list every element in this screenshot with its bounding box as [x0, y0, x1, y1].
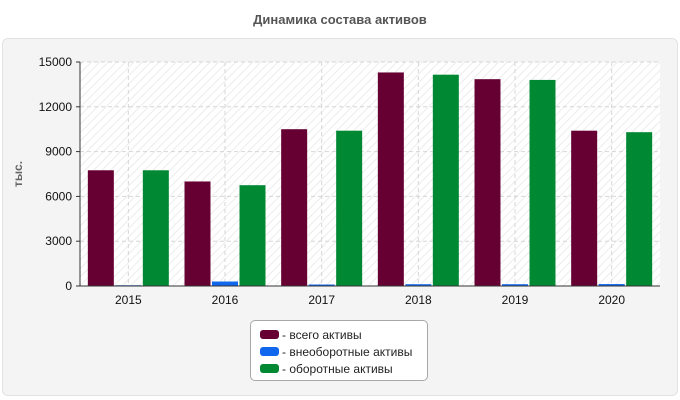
bar-total-2017: [281, 129, 308, 286]
bar-noncurrent-2016: [212, 281, 238, 286]
bar-total-2016: [184, 181, 211, 286]
bar-noncurrent-2017: [308, 284, 335, 286]
legend-swatch-total: [260, 330, 279, 339]
y-tick-label: 3000: [45, 234, 72, 248]
legend-label-current: - оборотные активы: [282, 361, 393, 376]
bar-current-2018: [432, 74, 459, 287]
bar-current-2017: [336, 130, 363, 286]
x-tick-label: 2018: [405, 293, 432, 307]
bar-noncurrent-2020: [598, 284, 625, 286]
legend-item-total: - всего активы: [251, 326, 427, 343]
y-tick-label: 0: [65, 279, 72, 293]
legend-label-total: - всего активы: [282, 327, 362, 342]
legend-swatch-noncurrent: [260, 347, 279, 356]
bar-noncurrent-2018: [405, 284, 432, 286]
bar-total-2020: [571, 130, 598, 286]
x-tick-label: 2020: [598, 293, 625, 307]
bar-total-2018: [377, 72, 404, 286]
legend: - всего активы - внеоборотные активы - о…: [250, 320, 428, 381]
bar-current-2016: [239, 185, 266, 286]
chart-title: Динамика состава активов: [253, 12, 427, 27]
bar-current-2015: [142, 170, 169, 286]
bar-current-2019: [529, 79, 556, 286]
x-tick-label: 2016: [212, 293, 239, 307]
x-tick-label: 2019: [502, 293, 529, 307]
bar-total-2019: [474, 79, 501, 286]
plot-background: [80, 62, 660, 286]
bar-total-2015: [87, 170, 114, 286]
bar-current-2020: [626, 132, 653, 286]
y-tick-label: 9000: [45, 145, 72, 159]
y-tick-label: 12000: [39, 100, 73, 114]
y-tick-label: 15000: [39, 55, 73, 69]
legend-item-noncurrent: - внеоборотные активы: [251, 343, 427, 360]
x-tick-label: 2015: [115, 293, 142, 307]
y-axis-label: тыс.: [11, 161, 25, 187]
y-tick-label: 6000: [45, 189, 72, 203]
x-tick-label: 2017: [308, 293, 335, 307]
legend-item-current: - оборотные активы: [251, 360, 427, 377]
legend-label-noncurrent: - внеоборотные активы: [282, 344, 413, 359]
legend-swatch-current: [260, 364, 279, 373]
bar-noncurrent-2019: [502, 284, 528, 286]
